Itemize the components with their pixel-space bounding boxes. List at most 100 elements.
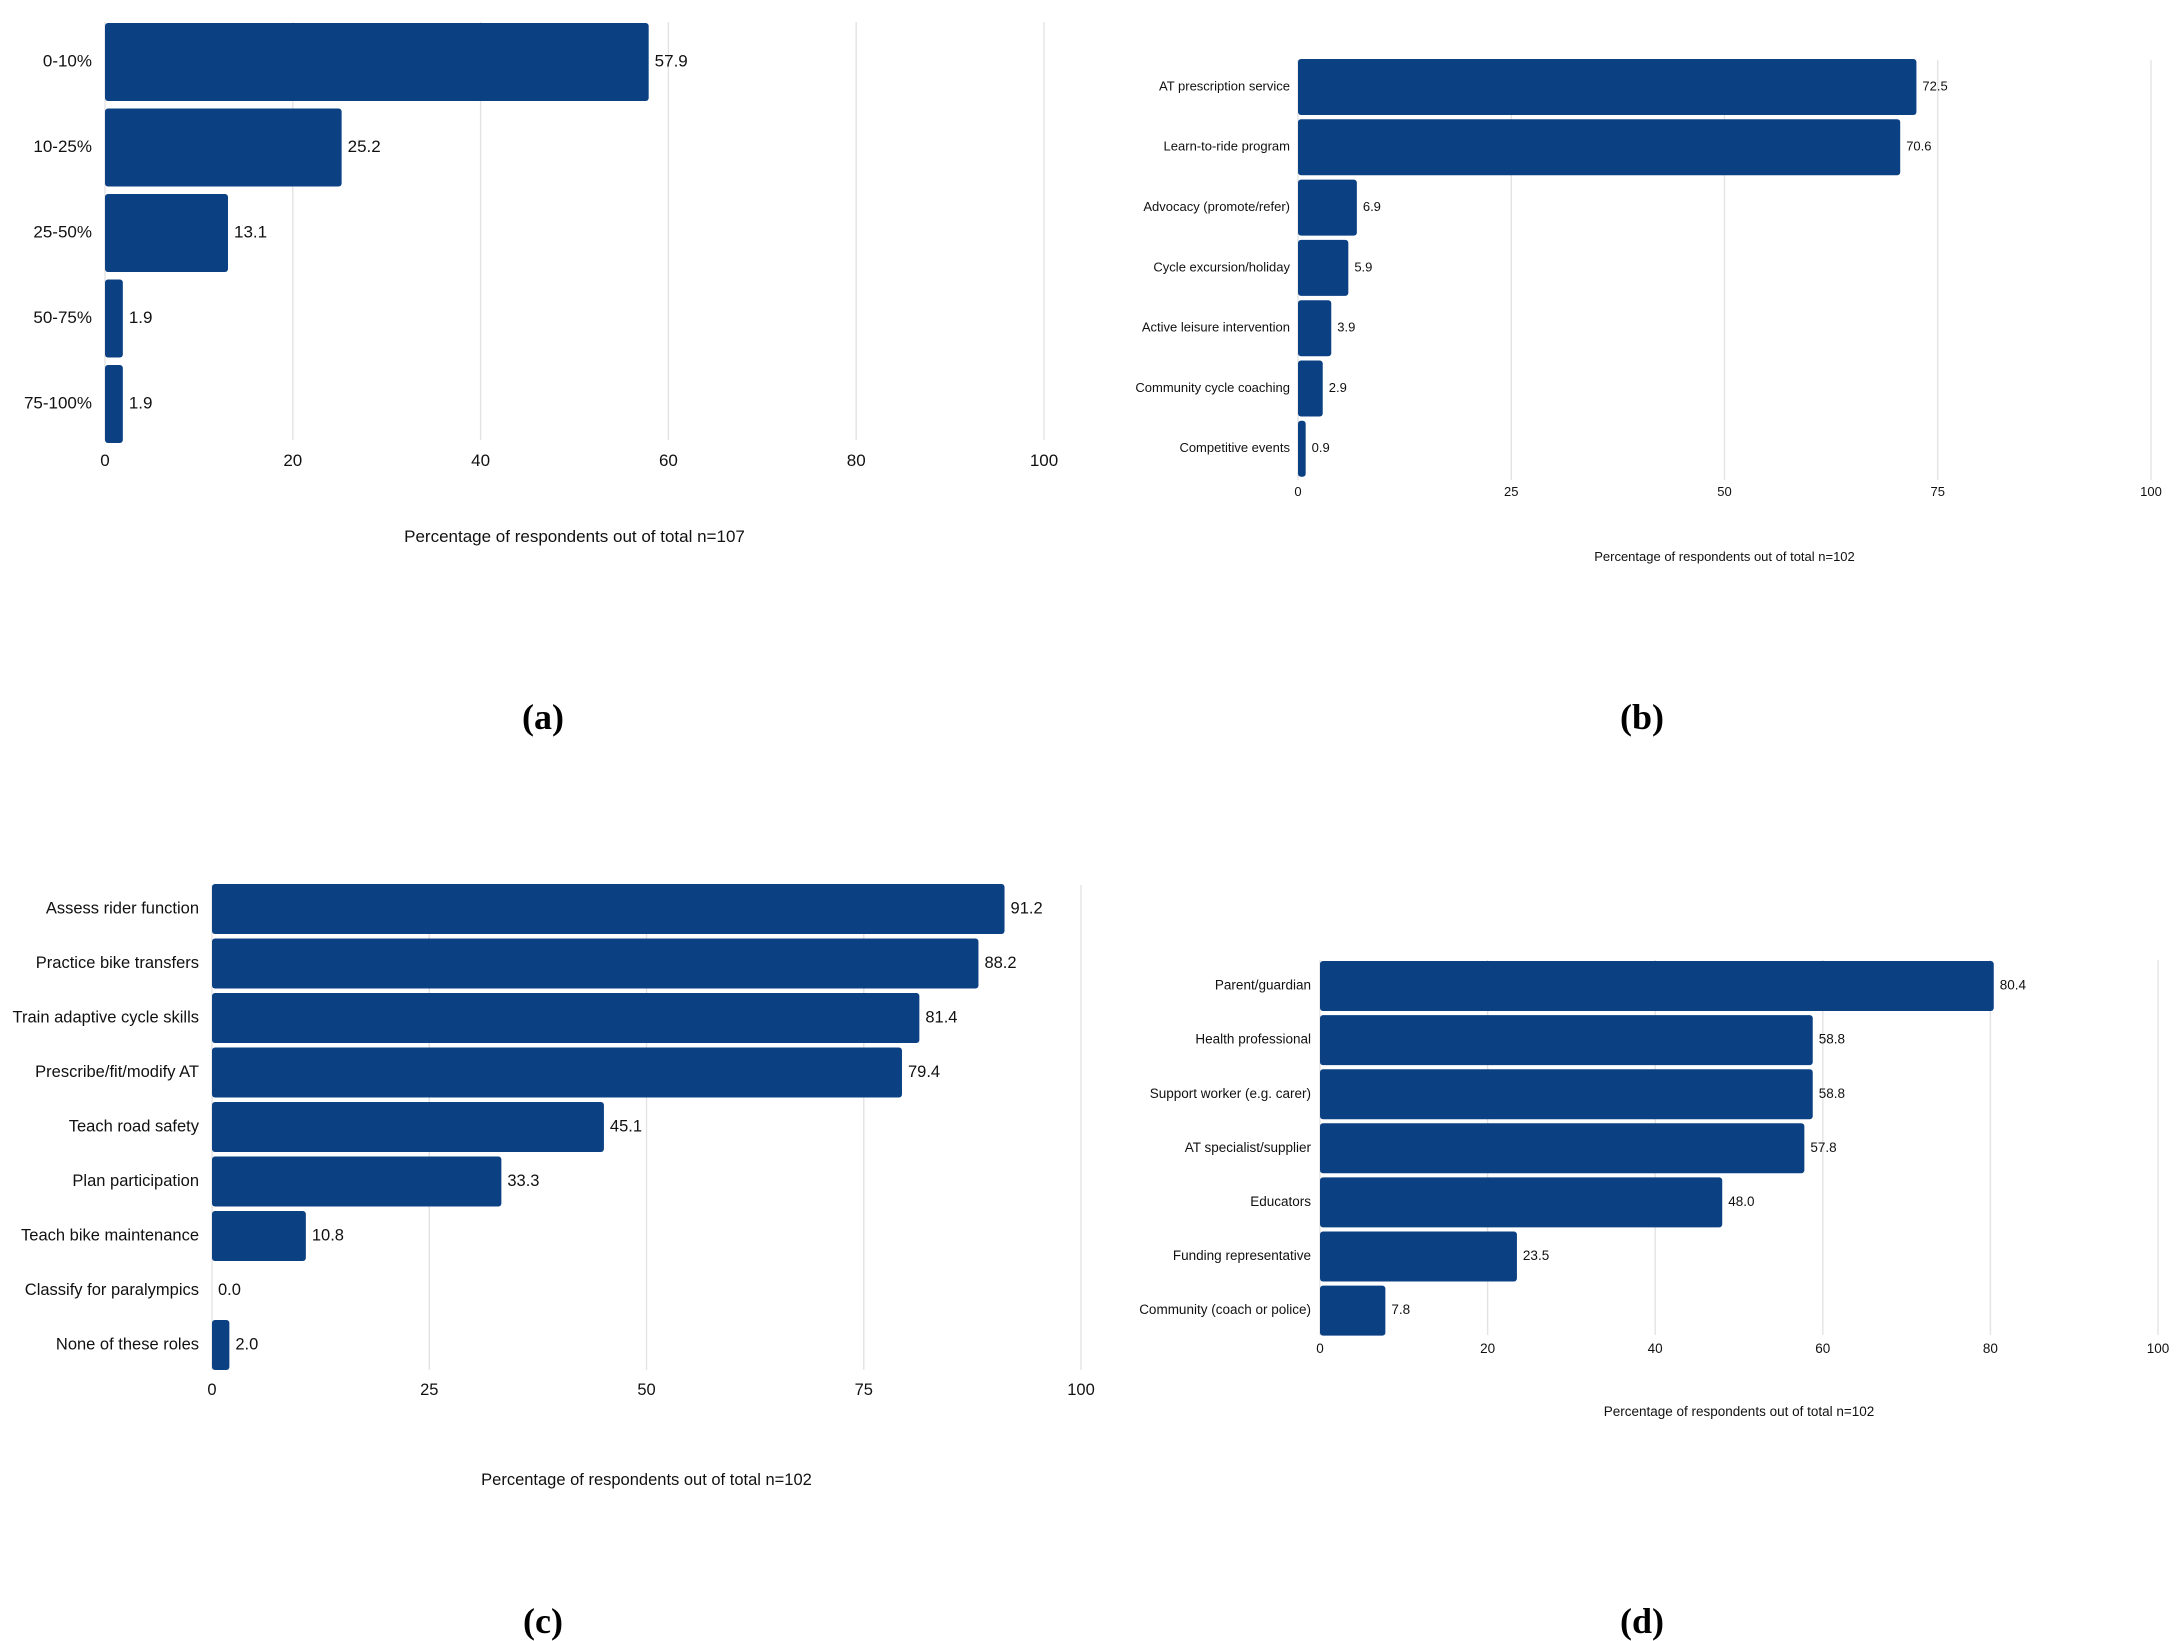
category-label: Advocacy (promote/refer) bbox=[1143, 199, 1290, 214]
category-label: AT specialist/supplier bbox=[1185, 1140, 1312, 1155]
value-label: 1.9 bbox=[129, 393, 153, 412]
x-tick-label: 20 bbox=[283, 451, 302, 470]
value-label: 10.8 bbox=[312, 1226, 344, 1244]
category-label: 10-25% bbox=[33, 137, 92, 156]
bar bbox=[1298, 59, 1917, 115]
bar bbox=[1298, 300, 1332, 357]
value-label: 23.5 bbox=[1523, 1248, 1549, 1263]
value-label: 79.4 bbox=[908, 1063, 940, 1081]
x-tick-label: 80 bbox=[847, 451, 866, 470]
value-label: 2.9 bbox=[1329, 380, 1347, 395]
bar bbox=[105, 108, 342, 187]
x-tick-label: 100 bbox=[1030, 451, 1058, 470]
x-tick-label: 50 bbox=[1717, 484, 1731, 499]
bar bbox=[1320, 1231, 1517, 1282]
bar bbox=[1298, 179, 1357, 236]
panel-label: (b) bbox=[1620, 697, 1664, 737]
bar bbox=[212, 1102, 604, 1152]
bar bbox=[1298, 360, 1323, 417]
x-tick-label: 40 bbox=[471, 451, 490, 470]
panel-label: (c) bbox=[523, 1601, 563, 1641]
bar bbox=[105, 279, 123, 358]
x-tick-label: 0 bbox=[1294, 484, 1301, 499]
x-tick-label: 40 bbox=[1648, 1341, 1663, 1356]
panel-label: (d) bbox=[1620, 1601, 1664, 1641]
value-label: 81.4 bbox=[925, 1008, 957, 1026]
category-label: None of these roles bbox=[56, 1335, 199, 1353]
bar bbox=[105, 194, 229, 272]
category-label: Teach road safety bbox=[69, 1117, 200, 1135]
x-tick-label: 100 bbox=[1067, 1381, 1095, 1399]
bar bbox=[212, 1211, 306, 1261]
x-tick-label: 25 bbox=[420, 1381, 438, 1399]
category-label: Train adaptive cycle skills bbox=[13, 1008, 199, 1026]
bar bbox=[212, 938, 979, 989]
x-tick-label: 0 bbox=[1316, 1341, 1324, 1356]
bar bbox=[1320, 961, 1994, 1011]
value-label: 1.9 bbox=[129, 308, 153, 327]
category-label: Health professional bbox=[1195, 1032, 1311, 1047]
value-label: 2.0 bbox=[235, 1335, 258, 1353]
bar bbox=[1298, 239, 1349, 296]
x-axis-label: Percentage of respondents out of total n… bbox=[481, 1471, 812, 1489]
bar bbox=[1320, 1285, 1386, 1336]
category-label: 25-50% bbox=[33, 222, 92, 241]
value-label: 33.3 bbox=[507, 1172, 539, 1190]
value-label: 45.1 bbox=[610, 1117, 642, 1135]
x-tick-label: 60 bbox=[1815, 1341, 1830, 1356]
category-label: 75-100% bbox=[24, 393, 92, 412]
value-label: 3.9 bbox=[1337, 320, 1355, 335]
value-label: 88.2 bbox=[984, 954, 1016, 972]
x-tick-label: 75 bbox=[855, 1381, 873, 1399]
x-tick-label: 100 bbox=[2147, 1341, 2170, 1356]
category-label: Community cycle coaching bbox=[1135, 380, 1290, 395]
bar bbox=[1320, 1015, 1813, 1066]
category-label: Funding representative bbox=[1173, 1248, 1311, 1263]
category-label: 0-10% bbox=[43, 51, 92, 70]
category-label: Teach bike maintenance bbox=[21, 1226, 199, 1244]
x-axis-label: Percentage of respondents out of total n… bbox=[404, 527, 745, 546]
value-label: 7.8 bbox=[1391, 1302, 1410, 1317]
category-label: Practice bike transfers bbox=[36, 954, 199, 972]
value-label: 5.9 bbox=[1354, 259, 1372, 274]
x-tick-label: 100 bbox=[2140, 484, 2162, 499]
x-tick-label: 60 bbox=[659, 451, 678, 470]
category-label: Plan participation bbox=[72, 1172, 199, 1190]
category-label: Active leisure intervention bbox=[1142, 320, 1290, 335]
bar bbox=[212, 1320, 230, 1370]
bar bbox=[105, 365, 123, 443]
value-label: 48.0 bbox=[1728, 1194, 1754, 1209]
value-label: 57.9 bbox=[655, 51, 688, 70]
value-label: 57.8 bbox=[1810, 1140, 1836, 1155]
x-tick-label: 50 bbox=[637, 1381, 655, 1399]
category-label: Assess rider function bbox=[46, 899, 199, 917]
category-label: Prescribe/fit/modify AT bbox=[35, 1063, 199, 1081]
category-label: Educators bbox=[1250, 1194, 1311, 1209]
x-tick-label: 0 bbox=[100, 451, 109, 470]
bar bbox=[1320, 1177, 1723, 1228]
value-label: 13.1 bbox=[234, 222, 267, 241]
bar bbox=[1298, 420, 1306, 477]
x-tick-label: 80 bbox=[1983, 1341, 1998, 1356]
bar bbox=[212, 884, 1005, 934]
value-label: 80.4 bbox=[2000, 978, 2027, 993]
x-axis-label: Percentage of respondents out of total n… bbox=[1594, 549, 1855, 564]
value-label: 58.8 bbox=[1819, 1086, 1845, 1101]
bar bbox=[212, 993, 920, 1043]
bar bbox=[212, 1047, 902, 1098]
category-label: 50-75% bbox=[33, 308, 92, 327]
x-tick-label: 0 bbox=[207, 1381, 216, 1399]
panel-label: (a) bbox=[522, 697, 564, 737]
bar bbox=[105, 23, 649, 101]
category-label: Competitive events bbox=[1179, 440, 1290, 455]
category-label: Cycle excursion/holiday bbox=[1153, 259, 1290, 274]
value-label: 25.2 bbox=[348, 137, 381, 156]
bar bbox=[212, 1156, 502, 1207]
x-tick-label: 20 bbox=[1480, 1341, 1495, 1356]
x-tick-label: 25 bbox=[1504, 484, 1518, 499]
category-label: Learn-to-ride program bbox=[1164, 139, 1290, 154]
value-label: 70.6 bbox=[1906, 139, 1931, 154]
value-label: 58.8 bbox=[1819, 1032, 1845, 1047]
category-label: Classify for paralympics bbox=[25, 1281, 199, 1299]
